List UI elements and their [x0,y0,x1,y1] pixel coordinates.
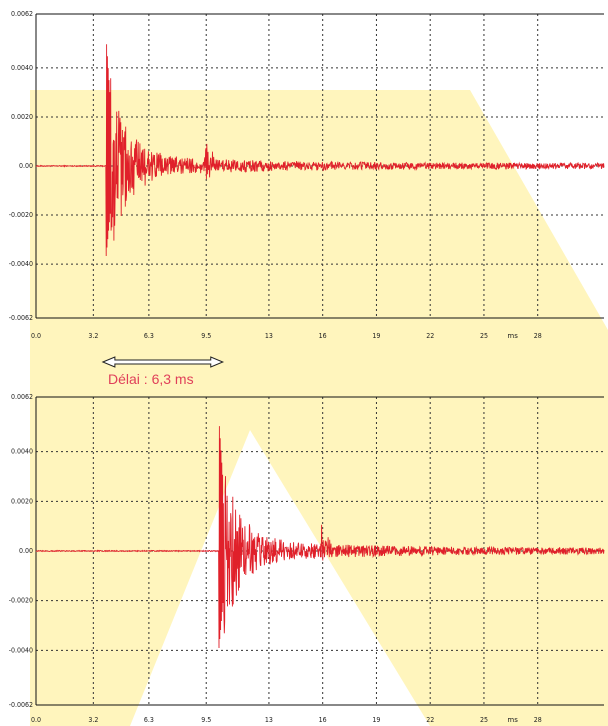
y-tick-label: 0.0020 [11,113,33,121]
x-unit-label: ms [507,332,518,340]
y-tick-label: -0.0062 [9,314,33,322]
x-tick-label: 3.2 [88,332,98,340]
y-tick-label: 0.0062 [11,10,33,18]
x-tick-label: 19 [372,332,380,340]
chart-bottom: 0.0 3.2 6.3 9.5 13 16 19 22 25 28 0.0062 0.0040 0.00… [9,393,605,724]
delay-arrow [101,356,225,368]
x-tick-label: 16 [319,332,327,340]
y-tick-label: -0.0062 [9,701,33,709]
x-tick-label: 9.5 [201,332,211,340]
chart-top: 0.0 3.2 6.3 9.5 13 16 19 22 25 28 0.0062 0.0040 0.00… [9,10,605,340]
x-tick-label: 13 [265,716,273,724]
y-tick-label: 0.0040 [11,448,33,456]
x-unit-label: ms [507,716,518,724]
y-tick-label: -0.0040 [9,260,33,268]
x-tick-label: 6.3 [144,332,154,340]
x-tick-label: 28 [534,716,542,724]
x-tick-label: 0.0 [31,716,41,724]
x-tick-label: 6.3 [144,716,154,724]
y-tick-label: -0.0020 [9,597,33,605]
x-tick-label: 28 [534,332,542,340]
x-tick-label: 0.0 [31,332,41,340]
y-tick-label: 0.0020 [11,497,33,505]
x-tick-label: 9.5 [201,716,211,724]
y-tick-label: -0.0020 [9,211,33,219]
x-tick-label: 25 [480,332,488,340]
x-tick-label: 22 [426,716,434,724]
x-tick-label: 13 [265,332,273,340]
delay-label: Délai : 6,3 ms [108,371,194,387]
x-tick-label: 22 [426,332,434,340]
signal-trace [35,44,605,257]
y-tick-label: 0.00 [19,162,33,170]
y-tick-label: -0.0040 [9,646,33,654]
y-tick-label: 0.0062 [11,393,33,401]
y-tick-label: 0.0040 [11,64,33,72]
x-tick-label: 25 [480,716,488,724]
signal-trace [35,426,605,649]
watermark-shape [30,90,608,726]
x-tick-label: 3.2 [88,716,98,724]
x-tick-label: 16 [319,716,327,724]
x-tick-label: 19 [372,716,380,724]
double-arrow-icon [101,356,225,368]
y-tick-label: 0.00 [19,547,33,555]
